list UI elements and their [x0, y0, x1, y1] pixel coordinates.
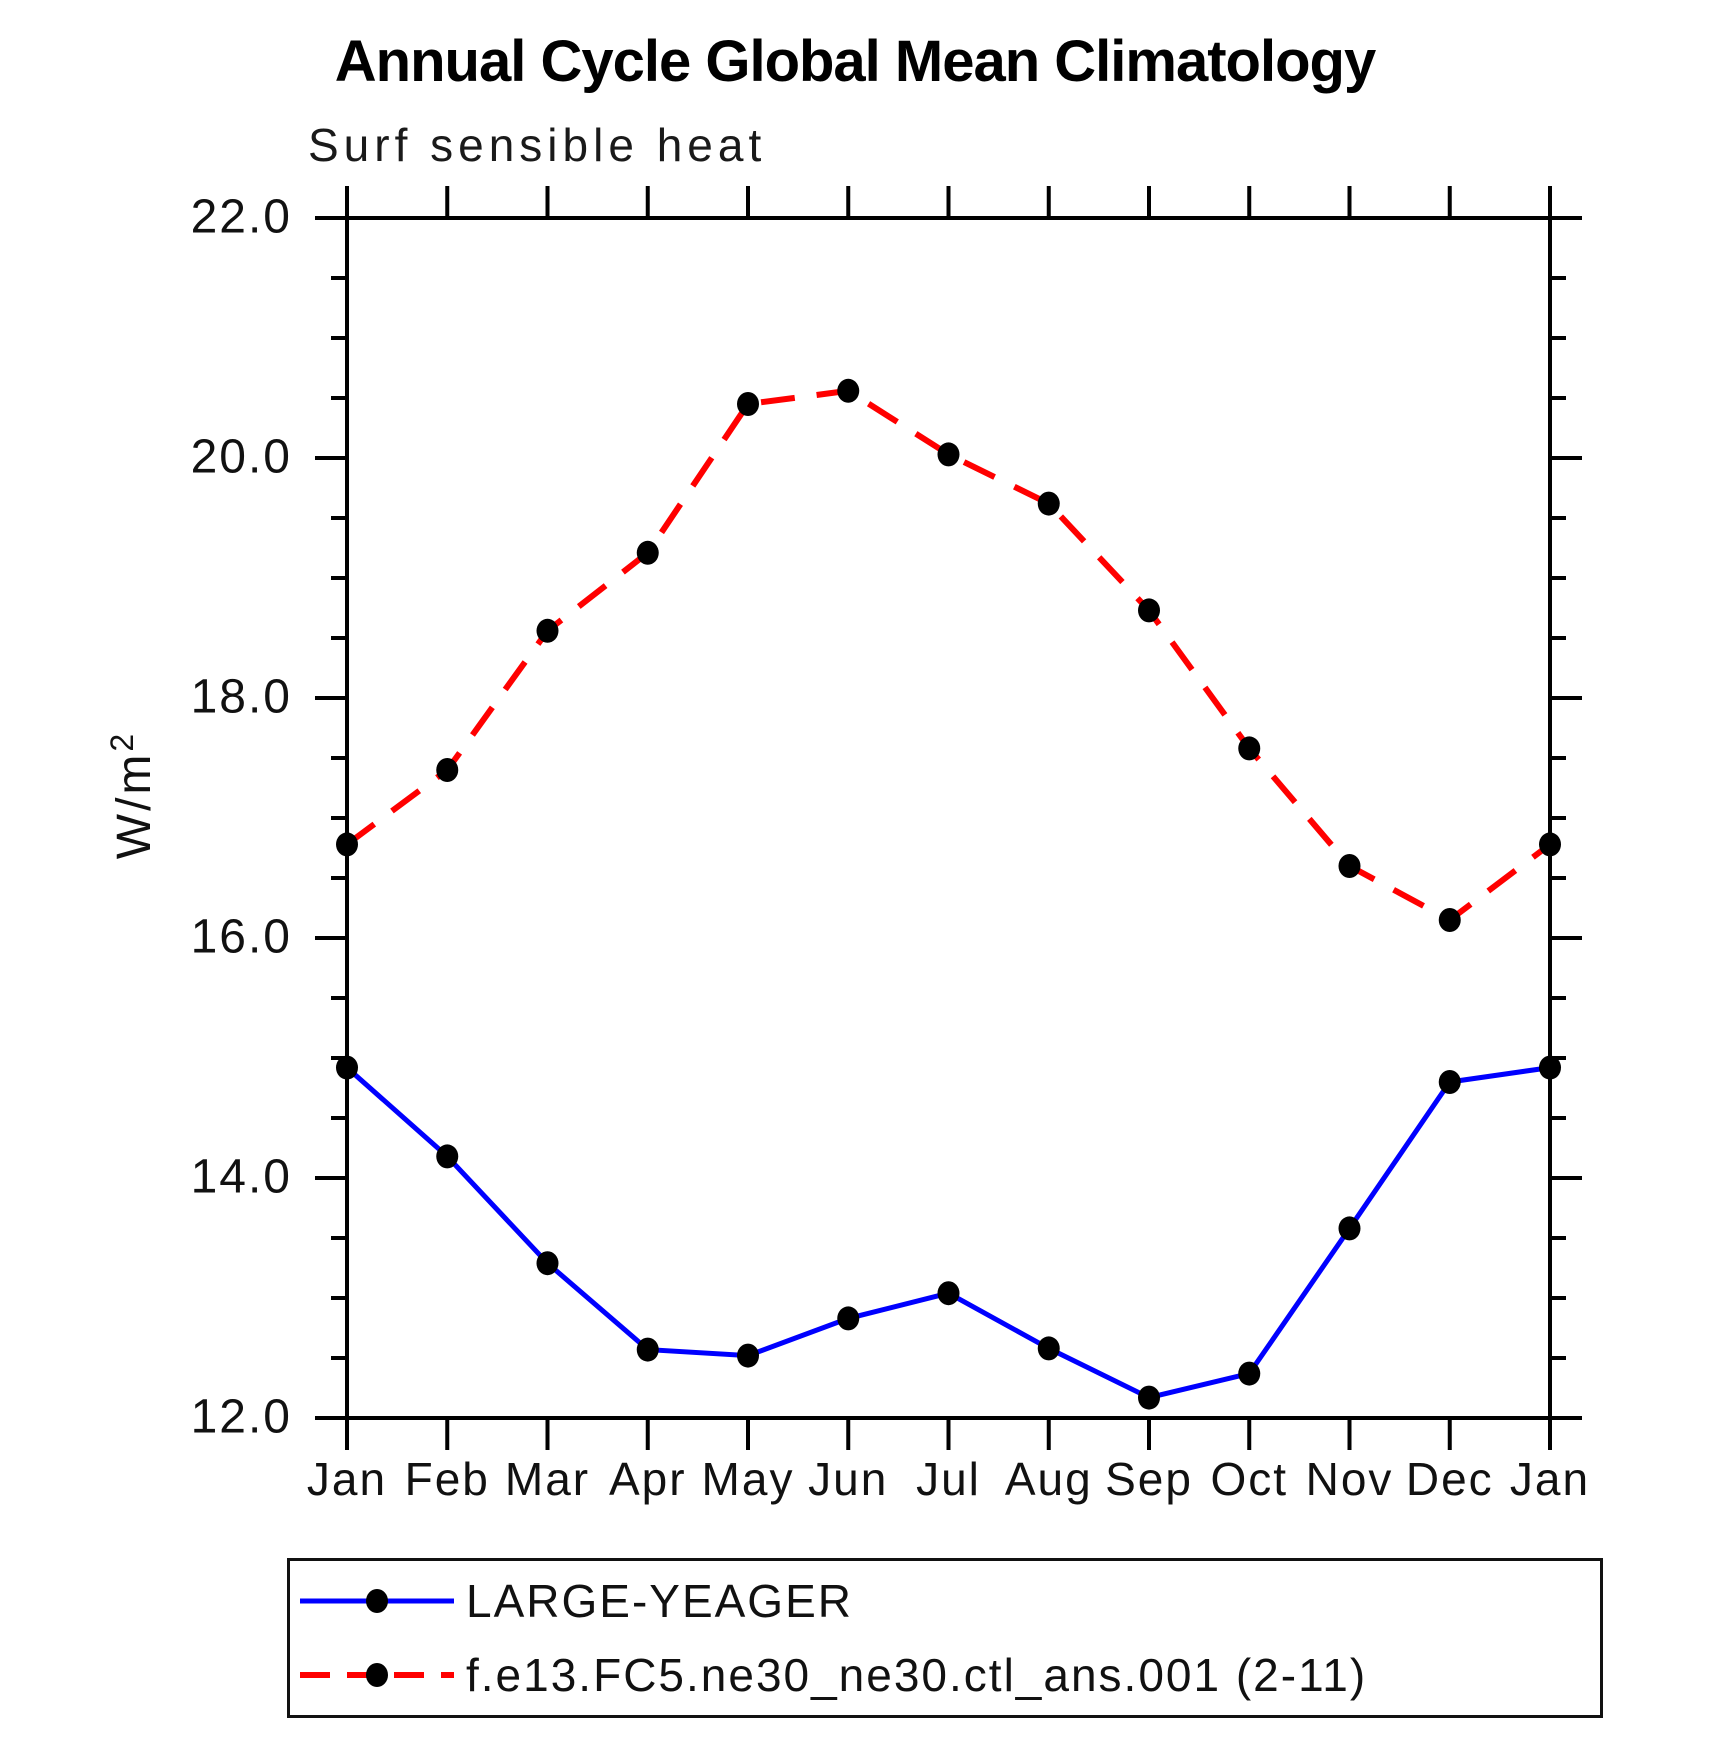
chart-title: Annual Cycle Global Mean Climatology [334, 29, 1376, 94]
x-tick-label: Feb [404, 1453, 490, 1505]
legend-box: LARGE-YEAGER f.e13.FC5.ne30_ne30.ctl_ans… [287, 1558, 1603, 1718]
x-tick-label: Jul [916, 1453, 981, 1505]
legend-item-large-yeager: LARGE-YEAGER [290, 1566, 1600, 1636]
x-tick-label: Jan [1509, 1453, 1591, 1505]
data-point-marker-series-1 [837, 378, 860, 403]
data-point-marker-series-0 [1138, 1385, 1160, 1410]
y-tick-label: 16.0 [190, 910, 292, 964]
data-point-marker-series-0 [336, 1055, 358, 1080]
x-tick-label: Nov [1305, 1453, 1394, 1505]
data-point-marker-series-0 [1338, 1216, 1361, 1241]
x-tick-label: Aug [1004, 1453, 1093, 1505]
legend-swatch-solid-line-icon [300, 1588, 454, 1613]
y-tick-label: 12.0 [190, 1390, 292, 1444]
y-tick-label: 14.0 [190, 1150, 292, 1204]
data-point-marker-series-0 [536, 1251, 559, 1276]
data-point-marker-series-0 [737, 1343, 759, 1368]
x-tick-label: Sep [1105, 1453, 1193, 1505]
x-tick-label: Mar [504, 1453, 591, 1505]
series-line-0 [345, 1065, 1551, 1401]
legend-item-model-run: f.e13.FC5.ne30_ne30.ctl_ans.001 (2-11) [290, 1640, 1600, 1710]
x-tick-label: May [701, 1453, 795, 1505]
plot-frame [345, 216, 1552, 1420]
y-axis-unit-exponent: 2 [104, 730, 140, 752]
y-tick-label: 22.0 [190, 190, 292, 244]
chart-subtitle: Surf sensible heat [308, 119, 767, 171]
data-point-marker-series-1 [1037, 491, 1060, 516]
data-point-marker-series-1 [1338, 854, 1361, 878]
data-point-marker-series-1 [937, 442, 960, 467]
data-point-marker-series-0 [1438, 1070, 1461, 1094]
data-point-marker-series-0 [837, 1306, 860, 1331]
data-point-marker-series-1 [1438, 908, 1461, 932]
x-tick-label: Jun [808, 1453, 889, 1505]
x-tick-label: Dec [1405, 1453, 1494, 1505]
data-point-marker-series-0 [1037, 1336, 1060, 1361]
data-point-marker-series-1 [737, 392, 759, 416]
data-point-marker-series-1 [336, 832, 358, 857]
x-tick-label: Jan [306, 1453, 388, 1505]
y-axis-unit-label: W/m2 [104, 731, 162, 859]
legend-swatch-dashed-line-icon [300, 1663, 454, 1688]
data-point-marker-series-1 [536, 618, 559, 643]
series-line-1 [345, 387, 1552, 924]
x-tick-label: Oct [1210, 1453, 1289, 1505]
data-point-marker-series-0 [636, 1337, 659, 1362]
legend-label-large-yeager: LARGE-YEAGER [466, 1574, 853, 1627]
data-point-marker-series-1 [1238, 736, 1261, 761]
x-tick-label: Apr [608, 1453, 687, 1505]
y-axis-unit-base: W/m [108, 751, 161, 860]
y-tick-label: 20.0 [190, 430, 292, 484]
legend-label-model-run: f.e13.FC5.ne30_ne30.ctl_ans.001 (2-11) [466, 1649, 1368, 1702]
data-point-marker-series-0 [1539, 1055, 1561, 1080]
data-point-marker-series-0 [436, 1144, 459, 1169]
data-point-marker-series-1 [1539, 832, 1561, 857]
data-point-marker-series-0 [1238, 1361, 1261, 1386]
data-point-marker-series-0 [937, 1281, 960, 1306]
data-point-marker-series-1 [636, 540, 659, 565]
y-tick-label: 18.0 [190, 670, 292, 724]
data-point-marker-series-1 [436, 758, 459, 782]
data-point-marker-series-1 [1138, 598, 1160, 623]
